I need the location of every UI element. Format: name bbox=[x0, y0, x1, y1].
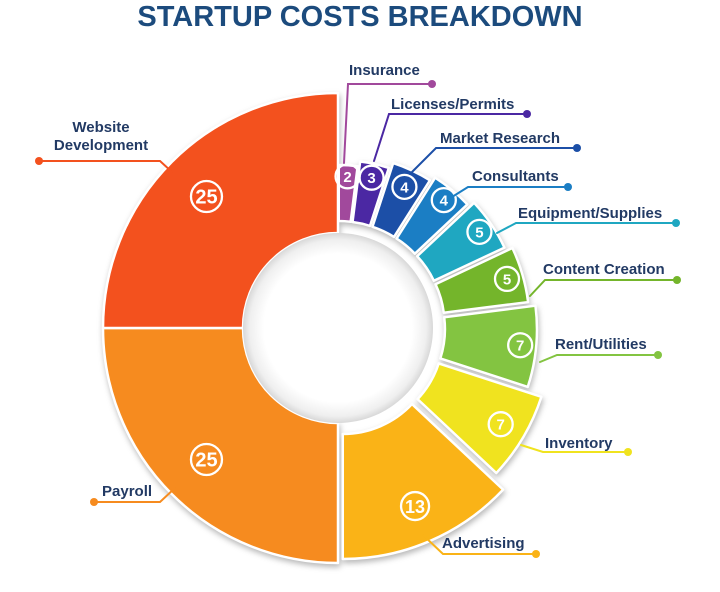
leader-line-advertising bbox=[422, 534, 533, 555]
label-market-research: Market Research bbox=[440, 130, 561, 147]
value-badge-ring-advertising bbox=[399, 490, 431, 522]
label-rent-utilities: Rent/Utilities bbox=[555, 336, 647, 353]
value-badge-payroll: 25 bbox=[195, 450, 217, 472]
value-badge-equipment-supplies: 5 bbox=[475, 224, 483, 241]
leader-line-market-research bbox=[409, 147, 574, 175]
value-badge-content-creation: 5 bbox=[503, 271, 511, 288]
value-badge-insurance: 2 bbox=[343, 169, 351, 186]
wedge-advertising bbox=[341, 402, 505, 561]
value-badge-licenses-permits: 3 bbox=[367, 170, 375, 187]
leader-line-rent-utilities bbox=[539, 354, 655, 363]
leader-dot-market-research bbox=[573, 144, 581, 152]
leader-dot-insurance bbox=[428, 80, 436, 88]
value-badge-ring-inventory bbox=[487, 411, 514, 438]
value-badge-market-research: 4 bbox=[400, 179, 409, 196]
value-badge-ring-equipment-supplies bbox=[466, 218, 493, 246]
wedge-consultants bbox=[395, 176, 469, 255]
wedge-rent-utilities bbox=[439, 304, 539, 389]
leader-dot-payroll bbox=[90, 498, 98, 506]
value-badge-inventory: 7 bbox=[497, 417, 505, 434]
value-badge-ring-rent-utilities bbox=[507, 332, 534, 359]
value-badge-rent-utilities: 7 bbox=[516, 338, 524, 355]
label-inventory: Inventory bbox=[545, 435, 613, 452]
label-advertising: Advertising bbox=[442, 535, 525, 552]
label-consultants: Consultants bbox=[472, 168, 559, 185]
label-payroll: Payroll bbox=[102, 483, 153, 500]
leader-line-insurance bbox=[343, 83, 430, 164]
leader-dot-website-development bbox=[35, 157, 43, 165]
value-badge-ring-payroll bbox=[189, 442, 224, 477]
leader-dot-rent-utilities bbox=[654, 351, 662, 359]
donut-hole bbox=[243, 233, 433, 423]
value-badge-ring-licenses-permits bbox=[358, 164, 385, 191]
leader-line-content-creation bbox=[529, 279, 674, 297]
wedge-website-development bbox=[101, 91, 340, 330]
wedge-equipment-supplies bbox=[415, 201, 506, 283]
value-badge-ring-market-research bbox=[391, 173, 418, 200]
leader-dot-equipment-supplies bbox=[672, 219, 680, 227]
leader-line-consultants bbox=[451, 186, 565, 198]
leader-dot-inventory bbox=[624, 448, 632, 456]
wedge-inventory bbox=[416, 362, 543, 475]
leader-line-licenses-permits bbox=[373, 113, 524, 162]
value-badge-consultants: 4 bbox=[440, 193, 449, 210]
value-badge-ring-content-creation bbox=[493, 265, 521, 293]
leader-line-inventory bbox=[520, 444, 625, 453]
value-badge-website-development: 25 bbox=[195, 186, 217, 208]
value-badge-advertising: 13 bbox=[405, 497, 425, 517]
leader-dot-advertising bbox=[532, 550, 540, 558]
label-content-creation: Content Creation bbox=[543, 261, 665, 278]
label-insurance: Insurance bbox=[349, 62, 420, 79]
label-equipment-supplies: Equipment/Supplies bbox=[518, 205, 663, 222]
label-licenses-permits: Licenses/Permits bbox=[391, 96, 515, 113]
leader-line-equipment-supplies bbox=[496, 222, 673, 234]
wedge-licenses-permits bbox=[351, 160, 391, 228]
wedge-content-creation bbox=[434, 246, 530, 314]
value-badge-ring-website-development bbox=[189, 179, 224, 214]
wedge-insurance bbox=[337, 163, 359, 224]
wedge-payroll bbox=[101, 326, 340, 565]
chart-title: STARTUP COSTS BREAKDOWN bbox=[137, 1, 583, 33]
leader-line-payroll bbox=[96, 487, 176, 503]
value-badge-ring-consultants bbox=[430, 186, 457, 214]
leader-line-website-development bbox=[41, 160, 173, 173]
leader-dot-licenses-permits bbox=[523, 110, 531, 118]
leader-dot-consultants bbox=[564, 183, 572, 191]
label-website-development: Website Development bbox=[53, 119, 149, 154]
leader-dot-content-creation bbox=[673, 276, 681, 284]
